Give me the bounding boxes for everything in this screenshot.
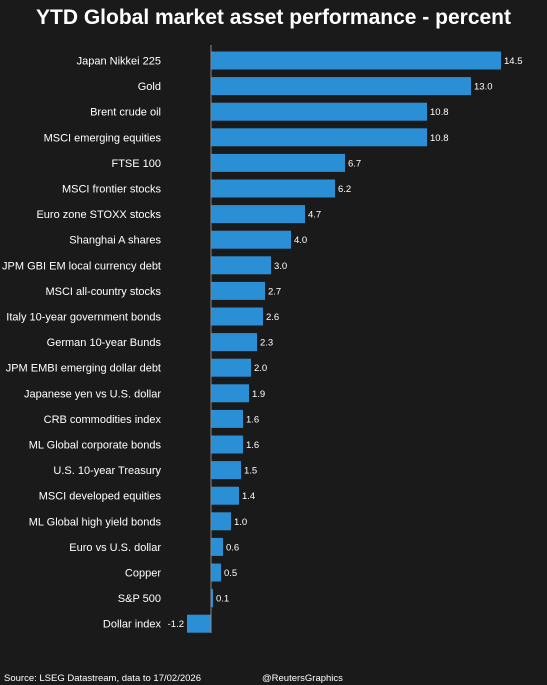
category-label: Japanese yen vs U.S. dollar	[24, 388, 161, 400]
value-label: 2.6	[266, 312, 279, 323]
bar	[211, 281, 265, 300]
value-label: -1.2	[168, 619, 184, 630]
category-label: Japan Nikkei 225	[77, 56, 161, 68]
category-label: FTSE 100	[111, 158, 161, 170]
bar	[211, 384, 249, 403]
category-label: JPM EMBI emerging dollar debt	[6, 363, 161, 375]
bar	[211, 102, 427, 121]
value-label: 3.0	[274, 261, 287, 272]
category-label: CRB commodities index	[44, 414, 162, 426]
bar	[211, 128, 427, 147]
category-label: MSCI emerging equities	[44, 132, 162, 144]
value-label: 4.7	[308, 210, 321, 221]
bar	[211, 461, 241, 480]
category-label: S&P 500	[118, 593, 161, 605]
bar	[211, 230, 291, 249]
category-label: JPM GBI EM local currency debt	[2, 260, 161, 272]
category-label: MSCI all-country stocks	[45, 286, 161, 298]
bar	[211, 153, 345, 172]
chart-title: YTD Global market asset performance - pe…	[36, 6, 511, 29]
bar	[211, 51, 501, 70]
value-label: 1.5	[244, 466, 257, 477]
category-label: Brent crude oil	[90, 107, 161, 119]
bar	[211, 563, 221, 582]
value-label: 6.2	[338, 184, 351, 195]
value-label: 0.1	[216, 594, 229, 605]
bar	[211, 537, 223, 556]
value-label: 0.5	[224, 568, 237, 579]
category-label: ML Global high yield bonds	[29, 516, 162, 528]
bar	[187, 614, 211, 633]
value-label: 10.8	[430, 133, 449, 144]
value-label: 2.0	[254, 363, 267, 374]
bar	[211, 307, 263, 326]
bar	[211, 179, 335, 198]
category-label: Gold	[138, 81, 161, 93]
credit-note: @ReutersGraphics	[262, 673, 343, 684]
category-label: Euro zone STOXX stocks	[36, 209, 161, 221]
value-label: 2.3	[260, 338, 273, 349]
category-label: MSCI developed equities	[39, 491, 162, 503]
category-label: Italy 10-year government bonds	[6, 312, 161, 324]
value-label: 1.6	[246, 414, 259, 425]
value-label: 1.4	[242, 491, 255, 502]
bar	[211, 333, 257, 352]
bar	[211, 205, 305, 224]
bar	[211, 358, 251, 377]
value-label: 10.8	[430, 107, 449, 118]
category-label: Copper	[125, 568, 161, 580]
bar	[211, 486, 239, 505]
source-note: Source: LSEG Datastream, data to 17/02/2…	[4, 673, 201, 684]
value-label: 14.5	[504, 56, 523, 67]
category-label: MSCI frontier stocks	[62, 184, 162, 196]
value-label: 0.6	[226, 542, 239, 553]
category-label: Dollar index	[103, 619, 162, 631]
bar	[211, 512, 231, 531]
value-label: 1.9	[252, 389, 265, 400]
category-label: Shanghai A shares	[69, 235, 161, 247]
value-label: 13.0	[474, 82, 493, 93]
value-label: 4.0	[294, 235, 307, 246]
bar	[211, 77, 471, 96]
category-label: ML Global corporate bonds	[29, 440, 162, 452]
value-label: 6.7	[348, 158, 361, 169]
category-label: U.S. 10-year Treasury	[53, 465, 161, 477]
bar	[211, 409, 243, 428]
bar	[211, 589, 213, 608]
value-label: 2.7	[268, 286, 281, 297]
category-label: German 10-year Bunds	[47, 337, 162, 349]
bar	[211, 256, 271, 275]
value-label: 1.0	[234, 517, 247, 528]
value-label: 1.6	[246, 440, 259, 451]
bar	[211, 435, 243, 454]
category-label: Euro vs U.S. dollar	[69, 542, 161, 554]
